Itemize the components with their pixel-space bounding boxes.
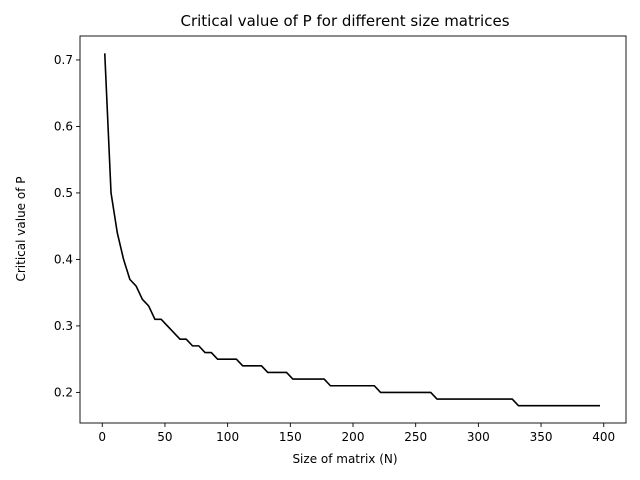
plot-area xyxy=(79,35,627,424)
y-tick-label: 0.4 xyxy=(54,252,73,266)
x-tick-label: 400 xyxy=(592,430,615,444)
x-tick-label: 300 xyxy=(467,430,490,444)
x-tick-label: 100 xyxy=(216,430,239,444)
y-tick-label: 0.3 xyxy=(54,319,73,333)
y-axis: 0.2 0.3 0.4 0.5 0.6 0.7 xyxy=(54,53,80,399)
x-axis: 0 50 100 150 200 250 300 350 400 xyxy=(98,423,615,444)
x-tick-label: 350 xyxy=(530,430,553,444)
y-tick-label: 0.5 xyxy=(54,186,73,200)
y-tick-label: 0.2 xyxy=(54,385,73,399)
x-tick-label: 50 xyxy=(157,430,172,444)
x-tick-label: 150 xyxy=(279,430,302,444)
y-axis-label: Critical value of P xyxy=(14,177,28,282)
chart-title: Critical value of P for different size m… xyxy=(180,12,509,30)
x-tick-label: 200 xyxy=(342,430,365,444)
series-line-0 xyxy=(103,53,600,407)
x-axis-label: Size of matrix (N) xyxy=(292,452,397,466)
plot-frame xyxy=(79,35,627,424)
y-tick-label: 0.7 xyxy=(54,53,73,67)
y-tick-label: 0.6 xyxy=(54,119,73,133)
x-tick-label: 250 xyxy=(404,430,427,444)
x-tick-label: 0 xyxy=(98,430,106,444)
